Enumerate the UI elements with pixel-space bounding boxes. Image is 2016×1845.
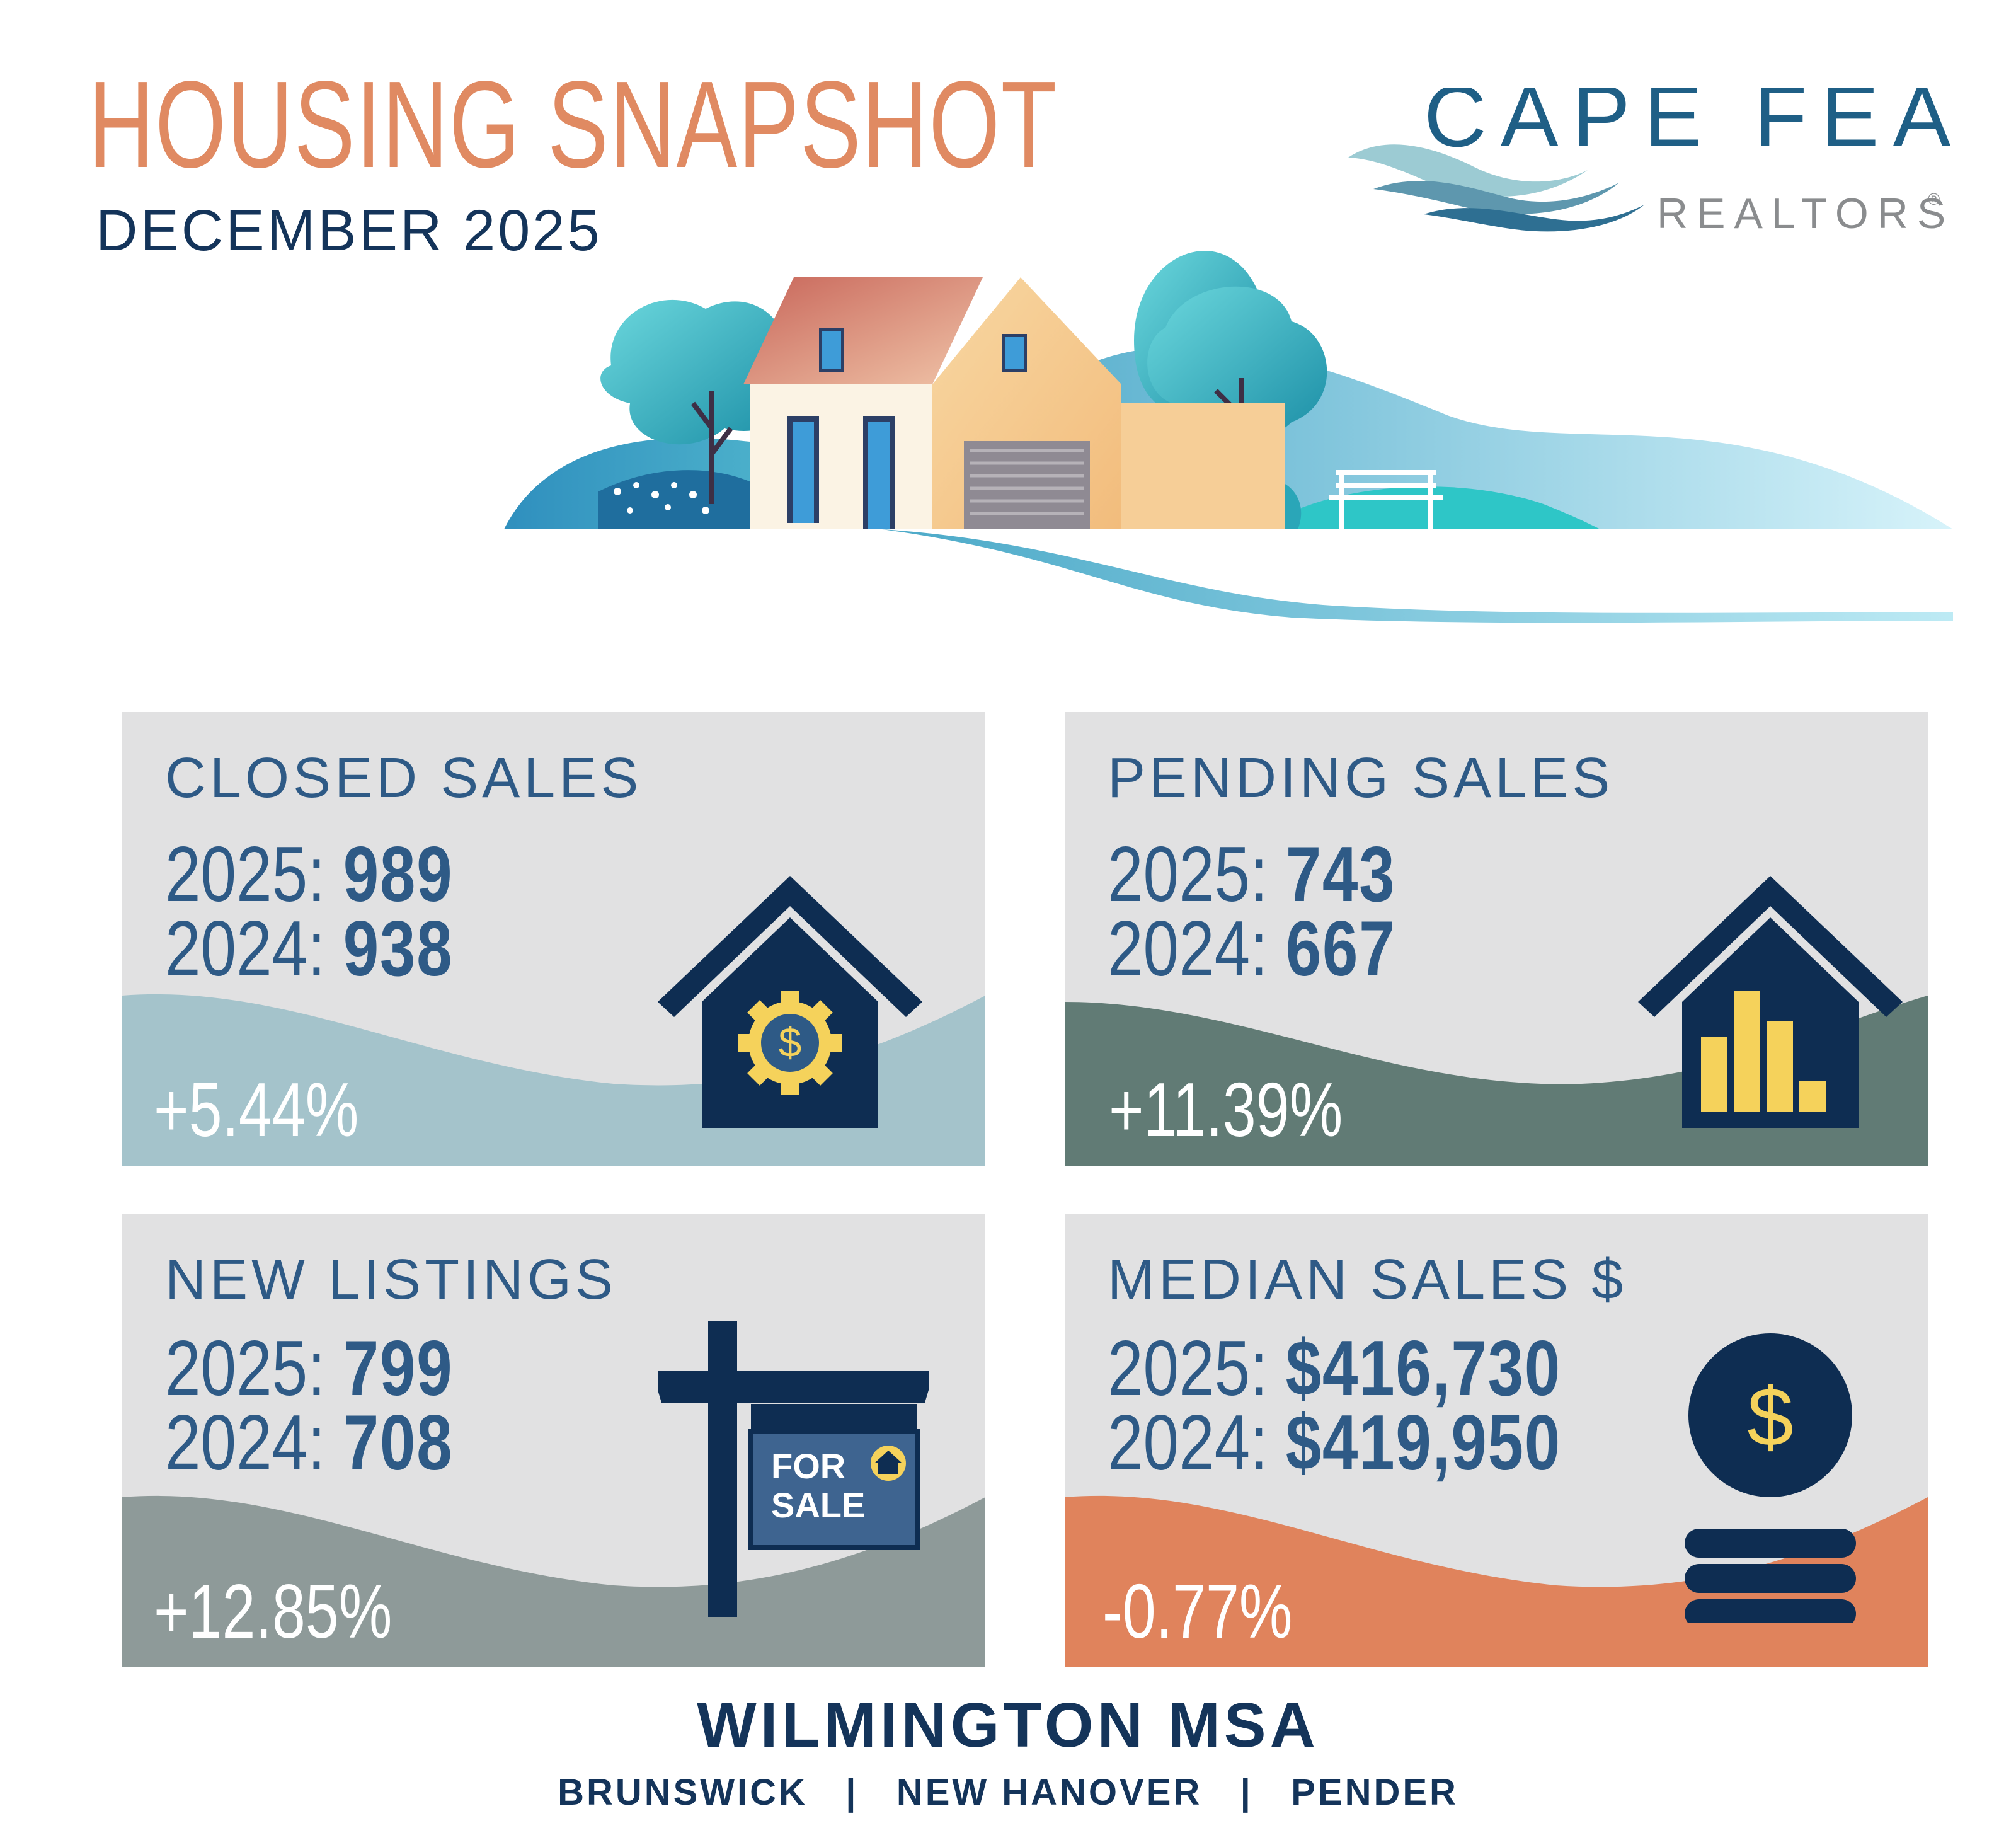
house-bar-chart-icon xyxy=(1638,876,1903,1128)
pending-sales-2025-label: 2025: xyxy=(1108,831,1268,918)
median-sales-2024-row: 2024: $419,950 xyxy=(1108,1404,1561,1482)
new-listings-card: NEW LISTINGS 2025: 799 2024: 708 +12.85%… xyxy=(122,1214,985,1667)
pending-sales-2024-label: 2024: xyxy=(1108,905,1268,992)
median-sales-title: MEDIAN SALES $ xyxy=(1108,1248,1627,1311)
closed-sales-title: CLOSED SALES xyxy=(165,747,643,810)
pending-sales-2025-row: 2025: 743 xyxy=(1108,836,1395,914)
median-sales-card: MEDIAN SALES $ 2025: $416,730 2024: $419… xyxy=(1065,1214,1928,1667)
sign-line1: FOR xyxy=(771,1446,845,1486)
logo-registered-mark: ® xyxy=(1928,190,1940,209)
new-listings-title: NEW LISTINGS xyxy=(165,1248,617,1311)
median-sales-2025-row: 2025: $416,730 xyxy=(1108,1330,1561,1408)
pending-sales-2024-row: 2024: 667 xyxy=(1108,910,1395,988)
median-sales-wave-shape xyxy=(1065,1495,1928,1667)
svg-text:$: $ xyxy=(779,1019,802,1066)
new-listings-2025-value: 799 xyxy=(343,1325,454,1412)
sign-line2: SALE xyxy=(771,1485,865,1525)
median-sales-2024-label: 2024: xyxy=(1108,1400,1268,1486)
new-listings-2024-row: 2024: 708 xyxy=(165,1404,453,1482)
median-sales-wave xyxy=(1065,1495,1928,1667)
coin-symbol: $ xyxy=(1747,1371,1793,1463)
for-sale-sign-icon: FOR SALE xyxy=(658,1321,929,1617)
median-sales-change: -0.77% xyxy=(1102,1568,1293,1654)
closed-sales-change: +5.44% xyxy=(154,1067,359,1152)
new-listings-wave xyxy=(122,1495,985,1667)
new-listings-2025-row: 2025: 799 xyxy=(165,1330,453,1408)
pending-sales-2025-value: 743 xyxy=(1285,831,1396,918)
closed-sales-2025-label: 2025: xyxy=(165,831,326,918)
new-listings-wave-shape xyxy=(122,1495,985,1667)
coin-stack-icon: $ xyxy=(1685,1333,1856,1623)
house-landscape-illustration xyxy=(504,251,1953,623)
house-gear-dollar-icon: $ xyxy=(658,876,922,1128)
closed-sales-2025-row: 2025: 989 xyxy=(165,836,453,914)
pending-sales-title: PENDING SALES xyxy=(1108,747,1614,810)
page-title: HOUSING SNAPSHOT xyxy=(88,55,1058,193)
page-subtitle: DECEMBER 2025 xyxy=(96,198,602,263)
closed-sales-2025-value: 989 xyxy=(343,831,454,918)
closed-sales-2024-label: 2024: xyxy=(165,905,326,992)
closed-sales-2024-value: 938 xyxy=(343,905,454,992)
median-sales-2025-value: $416,730 xyxy=(1285,1325,1561,1412)
pending-sales-change: +11.39% xyxy=(1109,1067,1343,1152)
median-sales-2024-value: $419,950 xyxy=(1285,1400,1561,1486)
median-sales-2025-label: 2025: xyxy=(1108,1325,1268,1412)
logo-line2: REALTORS xyxy=(1657,190,1953,238)
pending-sales-2024-value: 667 xyxy=(1285,905,1396,992)
closed-sales-2024-row: 2024: 938 xyxy=(165,910,453,988)
new-listings-2025-label: 2025: xyxy=(165,1325,326,1412)
region-title: WILMINGTON MSA xyxy=(697,1690,1319,1761)
region-counties: BRUNSWICK | NEW HANOVER | PENDER xyxy=(558,1772,1458,1813)
pending-sales-card: PENDING SALES 2025: 743 2024: 667 +11.39… xyxy=(1065,712,1928,1166)
closed-sales-card: CLOSED SALES 2025: 989 2024: 938 +5.44% … xyxy=(122,712,985,1166)
new-listings-2024-value: 708 xyxy=(343,1400,454,1486)
new-listings-change: +12.85% xyxy=(154,1568,392,1654)
new-listings-2024-label: 2024: xyxy=(165,1400,326,1486)
